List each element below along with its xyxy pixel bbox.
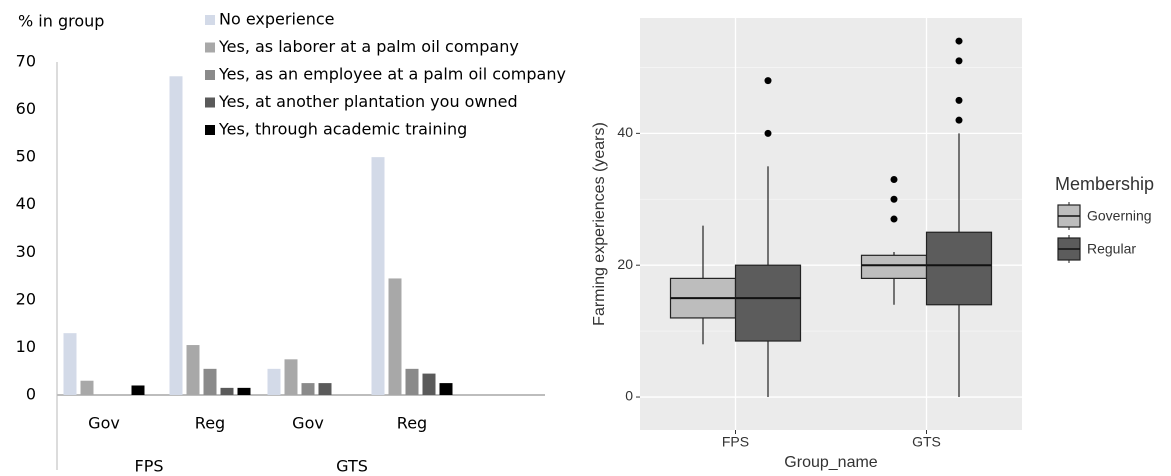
y-tick-label: 60 [16,99,36,118]
legend-swatch [205,70,215,80]
bar [186,345,200,395]
outlier [955,116,963,124]
x-tick-label: GTS [912,434,941,450]
y-tick-label: 30 [16,242,36,261]
x-axis-label: Group_name [784,454,877,471]
legend-label: Regular [1087,241,1136,257]
legend-title: Membership [1055,174,1154,194]
group-label: FPS [134,457,163,476]
x-tick-label: Gov [292,414,324,433]
y-tick-label: 70 [16,52,36,71]
bar [80,380,94,395]
bar [388,278,402,395]
box-chart: Membership Group_name Farming experience… [591,18,1154,471]
bar-chart: % in group 0 10 20 30 40 50 60 70 Gov Reg Gov Reg FP… [16,10,566,476]
outlier [764,129,772,137]
bar [237,387,251,395]
y-tick-label: 10 [16,337,36,356]
legend-label: No experience [219,10,335,29]
bar [301,383,315,395]
legend-label: Governing [1087,208,1152,224]
legend-label: Yes, as an employee at a palm oil compan… [218,65,566,84]
y-tick-label: 40 [16,194,36,213]
legend-label: Yes, at another plantation you owned [218,92,518,111]
bar [131,385,145,395]
x-tick-label: Reg [397,414,427,433]
legend-swatch [205,42,215,53]
legend-label: Yes, through academic training [218,120,467,139]
y-tick-label: 50 [16,147,36,166]
bar [371,157,385,395]
outlier [890,215,898,223]
x-tick-label: FPS [722,434,749,450]
y-tick-label: 40 [617,124,633,140]
y-tick-label: 0 [26,385,36,404]
box [860,254,928,279]
panel [640,18,1022,430]
bar [405,368,419,395]
y-tick-label: 0 [625,388,633,404]
group-label: GTS [336,457,368,476]
outlier [890,176,898,184]
bar [220,387,234,395]
legend-label: Yes, as laborer at a palm oil company [218,37,519,56]
outlier [764,77,772,85]
bar [439,383,453,395]
outlier [955,96,963,104]
bar [422,373,436,395]
legend-swatch [205,97,215,108]
bar [203,368,217,395]
legend-swatch [205,15,215,25]
box [925,231,993,306]
bar [284,359,298,395]
y-tick-label: 20 [16,289,36,308]
y-tick-label: 20 [617,256,633,272]
bar [63,333,77,395]
bar [318,383,332,395]
bar [169,76,183,396]
x-tick-label: Gov [88,414,120,433]
box [734,264,802,342]
y-axis-label: Farming experiences (years) [591,122,608,326]
bar [267,368,281,395]
outlier [955,37,963,45]
legend-swatch [205,125,215,135]
outlier [955,57,963,65]
y-axis-label: % in group [18,12,104,31]
outlier [890,195,898,203]
x-tick-label: Reg [195,414,225,433]
